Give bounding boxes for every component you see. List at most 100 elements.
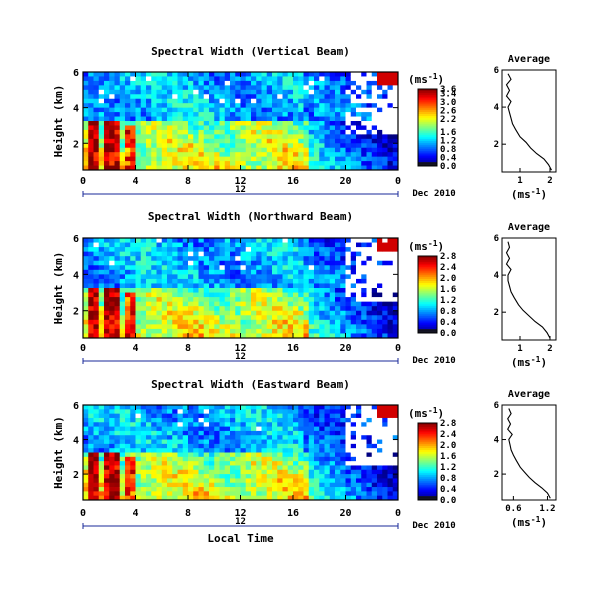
heatmap-cell (387, 491, 394, 497)
heatmap-cell (203, 310, 210, 316)
heatmap-cell (104, 474, 110, 479)
heatmap-cell (293, 417, 299, 423)
date-marker: 12 (235, 352, 246, 362)
heatmap-cell (256, 283, 262, 289)
heatmap-cell (245, 76, 252, 82)
heatmap-cell (119, 269, 126, 275)
heatmap-cell (114, 439, 121, 445)
heatmap-cell (156, 435, 163, 440)
heatmap-cell (282, 422, 289, 427)
heatmap-cell (366, 417, 373, 423)
heatmap-cell (293, 152, 299, 158)
heatmap-cell (167, 310, 173, 316)
colorbar-segment (418, 156, 437, 159)
heatmap-cell (282, 260, 289, 266)
heatmap-cell (251, 469, 257, 475)
heatmap-cell (193, 76, 199, 82)
heatmap-cell (335, 247, 341, 253)
heatmap-cell (240, 288, 247, 293)
heatmap-cell (156, 310, 163, 316)
heatmap-cell (387, 269, 394, 275)
heatmap-cell (193, 439, 199, 445)
heatmap-cell (209, 465, 215, 471)
heatmap-cell (345, 448, 352, 453)
heatmap-cell (303, 426, 310, 432)
heatmap-cell (119, 76, 126, 82)
heatmap-cell (151, 76, 157, 82)
heatmap-cell (256, 125, 262, 131)
colorbar-segment (418, 309, 437, 313)
heatmap-cell (230, 405, 236, 410)
heatmap-cell (83, 328, 89, 334)
heatmap-cell (156, 426, 163, 432)
heatmap-cell (230, 121, 236, 126)
heatmap-cell (382, 125, 388, 131)
heatmap-cell (356, 76, 362, 82)
heatmap-cell (235, 482, 241, 488)
heatmap-cell (88, 409, 94, 415)
heatmap-cell (377, 456, 383, 462)
heatmap-cell (224, 333, 231, 339)
heatmap-cell (224, 461, 231, 466)
heatmap-cell (114, 283, 121, 289)
heatmap-cell (172, 103, 178, 109)
heatmap-cell (125, 452, 131, 458)
heatmap-cell (356, 85, 362, 91)
heatmap-cell (198, 456, 205, 462)
heatmap-cell (214, 469, 220, 475)
heatmap-cell (256, 94, 262, 100)
heatmap-cell (287, 121, 294, 126)
heatmap-cell (135, 426, 142, 432)
heatmap-cell (240, 465, 247, 471)
heatmap-cell (240, 430, 247, 436)
heatmap-cell (151, 143, 157, 149)
heatmap-cell (224, 292, 231, 298)
heatmap-cell (146, 306, 152, 312)
heatmap-cell (345, 103, 352, 109)
colorbar-segment (418, 100, 437, 103)
heatmap-cell (214, 242, 220, 248)
heatmap-cell (114, 474, 121, 479)
heatmap-cell (198, 103, 205, 109)
heatmap-cell (161, 251, 168, 257)
heatmap-cell (287, 452, 294, 458)
heatmap-cell (319, 72, 325, 77)
heatmap-cell (287, 269, 294, 275)
heatmap-cell (245, 297, 252, 303)
colorbar-segment (418, 89, 437, 92)
heatmap-cell (261, 491, 268, 497)
heatmap-cell (172, 430, 178, 436)
heatmap-cell (151, 98, 157, 104)
heatmap-cell (98, 452, 105, 458)
heatmap-cell (266, 474, 273, 479)
heatmap-cell (266, 156, 273, 162)
heatmap-cell (235, 269, 241, 275)
heatmap-cell (287, 147, 294, 153)
heatmap-cell (277, 430, 283, 436)
heatmap-cell (230, 482, 236, 488)
colorbar-segment (418, 430, 437, 433)
heatmap-cell (293, 161, 299, 166)
heatmap-cell (308, 292, 315, 298)
heatmap-cell (203, 315, 210, 321)
heatmap-cell (104, 456, 110, 462)
heatmap-cell (298, 138, 304, 144)
heatmap-cell (272, 430, 278, 436)
heatmap-cell (387, 138, 394, 144)
heatmap-cell (329, 72, 336, 77)
heatmap-cell (193, 310, 199, 316)
heatmap-cell (266, 107, 273, 113)
heatmap-cell (188, 297, 194, 303)
heatmap-cell (356, 107, 362, 113)
heatmap-cell (146, 238, 152, 243)
heatmap-cell (298, 426, 304, 432)
heatmap-cell (345, 116, 352, 122)
heatmap-cell (366, 260, 373, 266)
heatmap-cell (135, 156, 142, 162)
heatmap-cell (198, 129, 205, 135)
heatmap-cell (256, 474, 262, 479)
heatmap-cell (140, 297, 147, 303)
heatmap-cell (88, 278, 94, 284)
heatmap-cell (146, 251, 152, 257)
heatmap-cell (224, 85, 231, 91)
